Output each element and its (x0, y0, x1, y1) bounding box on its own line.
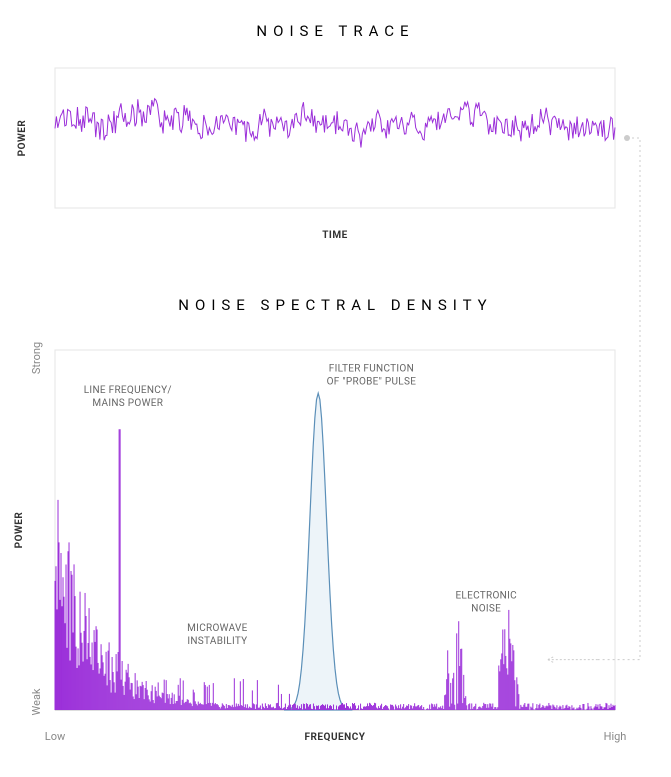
electronic-noise-arrow (548, 657, 598, 663)
filter-function-peak (285, 393, 352, 710)
noise-trace-line (55, 99, 615, 148)
annotation-0-line-0: LINE FREQUENCY/ (84, 385, 172, 396)
xtick-high: High (604, 730, 627, 743)
trace-xlabel: TIME (322, 230, 348, 241)
annotation-1-line-0: FILTER FUNCTION (329, 364, 414, 375)
spectral-ylabel: POWER (14, 512, 25, 549)
ytick-strong: Strong (30, 342, 43, 374)
trace-ylabel: POWER (17, 120, 28, 157)
trace-plot-border (55, 68, 615, 208)
annotation-1-line-1: OF "PROBE" PULSE (327, 377, 417, 388)
trace-title: NOISE TRACE (256, 22, 414, 40)
annotation-0-line-1: MAINS POWER (92, 398, 163, 409)
xtick-low: Low (45, 730, 66, 743)
spectral-xlabel: FREQUENCY (305, 732, 366, 743)
ytick-weak: Weak (30, 688, 43, 715)
spectral-title: NOISE SPECTRAL DENSITY (178, 296, 492, 314)
annotation-3-line-0: ELECTRONIC (455, 590, 517, 601)
connector-line (598, 138, 640, 660)
main-canvas: NOISE TRACE TIME POWER NOISE SPECTRAL DENSI… (0, 0, 671, 773)
annotation-2-line-1: INSTABILITY (187, 636, 247, 647)
annotation-3-line-1: NOISE (471, 603, 501, 614)
annotation-2-line-0: MICROWAVE (187, 623, 248, 634)
